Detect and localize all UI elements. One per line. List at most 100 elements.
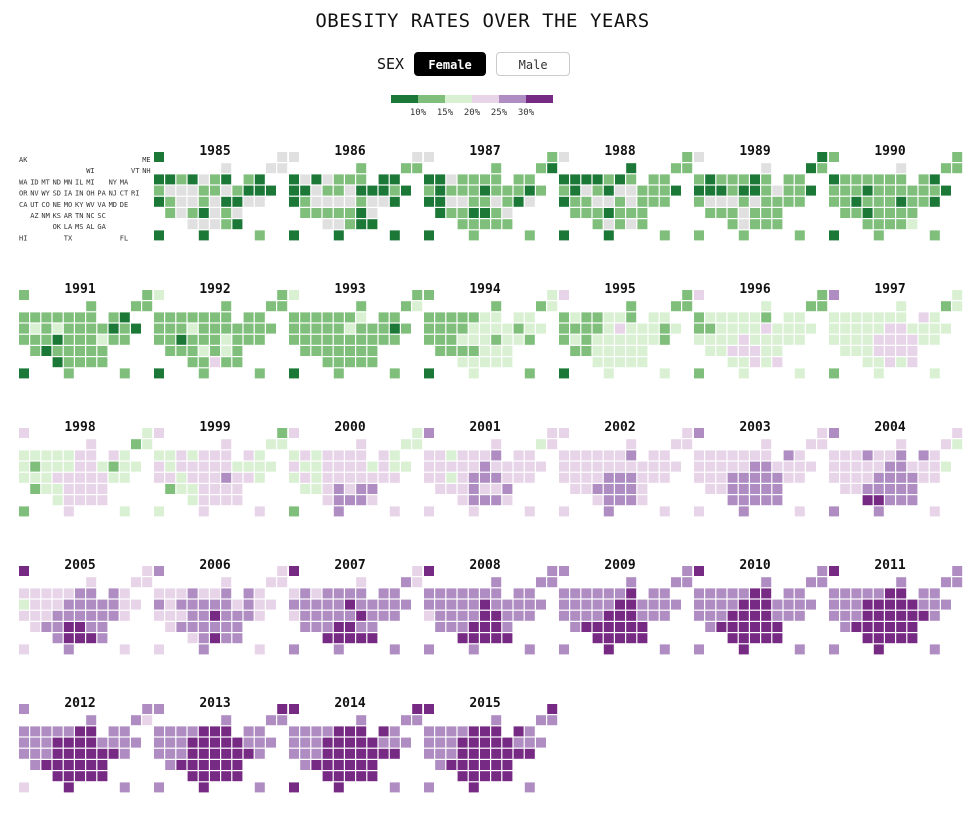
state-tile <box>30 622 41 632</box>
state-tile <box>896 588 907 599</box>
state-tile <box>873 484 884 494</box>
state-tile <box>198 748 209 759</box>
state-tile <box>750 334 760 345</box>
year-map: 2002 <box>559 420 693 517</box>
state-tile <box>727 461 738 472</box>
state-tile <box>626 312 637 323</box>
state-tile <box>378 174 389 185</box>
state-tile <box>592 357 603 368</box>
state-tile <box>738 599 749 610</box>
state-tile <box>592 346 603 356</box>
state-tile <box>154 588 164 599</box>
state-tile <box>210 461 220 472</box>
legend-swatch <box>445 95 472 103</box>
female-button[interactable]: Female <box>414 52 487 76</box>
year-map: 2014 <box>289 696 423 793</box>
year-label: 2003 <box>739 420 770 435</box>
male-button[interactable]: Male <box>496 52 571 76</box>
state-tile <box>277 290 288 300</box>
state-tile <box>873 610 884 621</box>
state-tile <box>154 599 164 610</box>
year-map: 2007 <box>289 558 423 655</box>
state-tile <box>198 346 209 356</box>
legend-swatch <box>418 95 445 103</box>
state-tile <box>108 323 119 334</box>
year-label: 2004 <box>874 420 905 435</box>
state-key-label: SD <box>53 190 61 198</box>
state-key-label: KY <box>75 201 84 209</box>
state-tile <box>446 208 457 218</box>
state-tile <box>289 506 299 517</box>
state-tile <box>345 495 355 506</box>
state-tile <box>198 450 209 461</box>
state-tile <box>277 715 288 726</box>
state-tile <box>524 368 535 379</box>
state-tile <box>198 484 209 494</box>
state-tile <box>941 163 951 174</box>
state-tile <box>119 726 130 737</box>
state-tile <box>648 334 659 345</box>
state-tile <box>885 588 895 599</box>
state-tile <box>761 439 772 450</box>
state-tile <box>750 196 760 207</box>
state-tile <box>873 219 884 230</box>
state-tile <box>637 610 648 621</box>
state-tile <box>210 771 220 782</box>
state-tile <box>480 357 490 368</box>
state-tile <box>918 450 929 461</box>
state-tile <box>592 312 603 323</box>
state-tile <box>52 760 63 770</box>
state-tile <box>108 450 119 461</box>
state-tile <box>19 334 29 345</box>
state-tile <box>119 472 130 483</box>
state-tile <box>435 334 446 345</box>
state-tile <box>761 622 772 632</box>
state-tile <box>322 185 333 196</box>
state-tile <box>221 599 232 610</box>
state-tile <box>851 450 862 461</box>
state-tile <box>682 152 693 162</box>
state-tile <box>322 771 333 782</box>
state-tile <box>367 633 378 644</box>
state-tile <box>165 461 176 472</box>
state-tile <box>165 323 176 334</box>
state-tile <box>480 346 490 356</box>
state-tile <box>885 357 895 368</box>
state-tile <box>918 196 929 207</box>
state-tile <box>918 472 929 483</box>
state-tile <box>896 439 907 450</box>
state-tile <box>221 450 232 461</box>
state-tile <box>626 450 637 461</box>
state-tile <box>19 610 29 621</box>
legend-threshold-label: 30% <box>518 108 535 118</box>
state-key-label: WY <box>41 190 50 198</box>
state-tile <box>659 368 670 379</box>
state-tile <box>761 461 772 472</box>
state-tile <box>356 163 367 174</box>
year-map: 1988 <box>559 144 693 241</box>
year-map: 2012 <box>19 696 153 793</box>
state-tile <box>221 461 232 472</box>
state-tile <box>491 450 502 461</box>
state-tile <box>356 748 367 759</box>
state-tile <box>738 346 749 356</box>
state-tile <box>289 323 299 334</box>
state-tile <box>626 208 637 218</box>
state-tile <box>446 760 457 770</box>
state-tile <box>829 152 839 162</box>
state-tile <box>221 577 232 588</box>
state-tile <box>154 428 164 438</box>
state-key-label: HI <box>19 234 27 242</box>
state-tile <box>491 760 502 770</box>
state-tile <box>63 760 74 770</box>
state-tile <box>221 622 232 632</box>
state-tile <box>176 484 187 494</box>
state-tile <box>851 610 862 621</box>
state-tile <box>738 208 749 218</box>
state-tile <box>142 290 153 300</box>
state-tile <box>862 484 873 494</box>
state-tile <box>929 323 940 334</box>
state-tile <box>603 506 614 517</box>
state-tile <box>840 312 851 323</box>
state-tile <box>648 610 659 621</box>
